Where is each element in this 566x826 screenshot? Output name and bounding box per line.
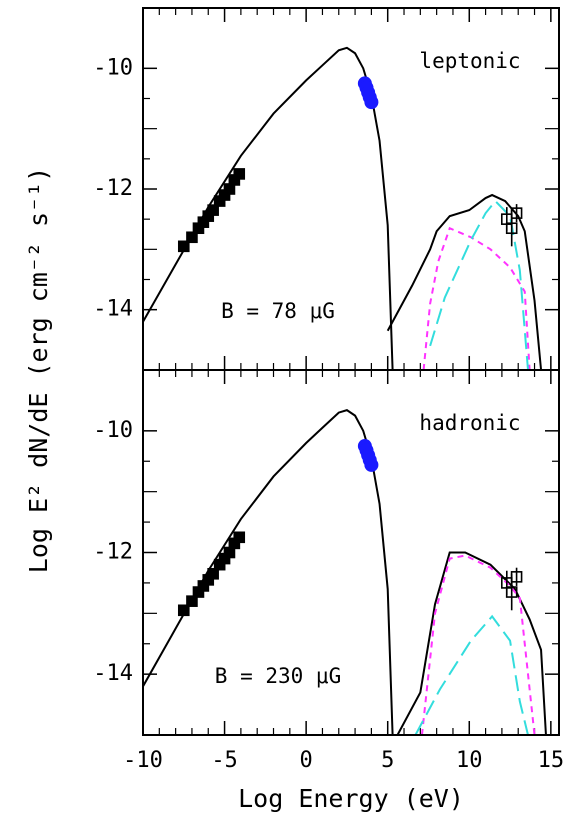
- data-point: [177, 604, 190, 617]
- y-tick-label: -10: [93, 418, 133, 443]
- data-point: [233, 168, 246, 180]
- curve: [396, 551, 547, 735]
- data-point: [177, 240, 190, 253]
- data-point: [233, 531, 246, 544]
- y-tick-label: -12: [93, 540, 133, 565]
- data-point: [505, 586, 518, 598]
- annotation: B = 230 μG: [215, 664, 341, 688]
- x-axis-label: Log Energy (eV): [238, 784, 464, 813]
- x-tick-label: 10: [456, 748, 483, 773]
- curve: [429, 199, 530, 370]
- data-point: [186, 595, 198, 607]
- annotation: hadronic: [419, 411, 520, 435]
- y-tick-label: -10: [93, 55, 133, 80]
- y-tick-label: -12: [93, 176, 133, 201]
- x-tick-label: 15: [538, 748, 565, 773]
- data-point: [510, 571, 523, 583]
- y-tick-label: -14: [93, 661, 133, 686]
- data-point: [364, 457, 379, 472]
- y-axis-label: Log E² dN/dE (erg cm⁻² s⁻¹): [24, 167, 53, 573]
- data-point: [207, 204, 219, 216]
- x-tick-label: -10: [123, 748, 163, 773]
- data-point: [207, 567, 219, 580]
- data-point: [505, 222, 518, 235]
- plot-frame: [142, 369, 560, 736]
- x-tick-label: -5: [211, 748, 238, 773]
- annotation: leptonic: [419, 49, 520, 73]
- curve: [422, 226, 531, 370]
- data-point: [510, 207, 523, 219]
- annotation: B = 78 μG: [221, 299, 335, 323]
- data-point: [186, 231, 198, 244]
- x-tick-label: 5: [381, 748, 394, 773]
- curve: [414, 614, 529, 735]
- data-point: [364, 95, 379, 110]
- x-tick-label: 0: [300, 748, 313, 773]
- curve: [386, 193, 543, 370]
- y-tick-label: -14: [93, 297, 133, 322]
